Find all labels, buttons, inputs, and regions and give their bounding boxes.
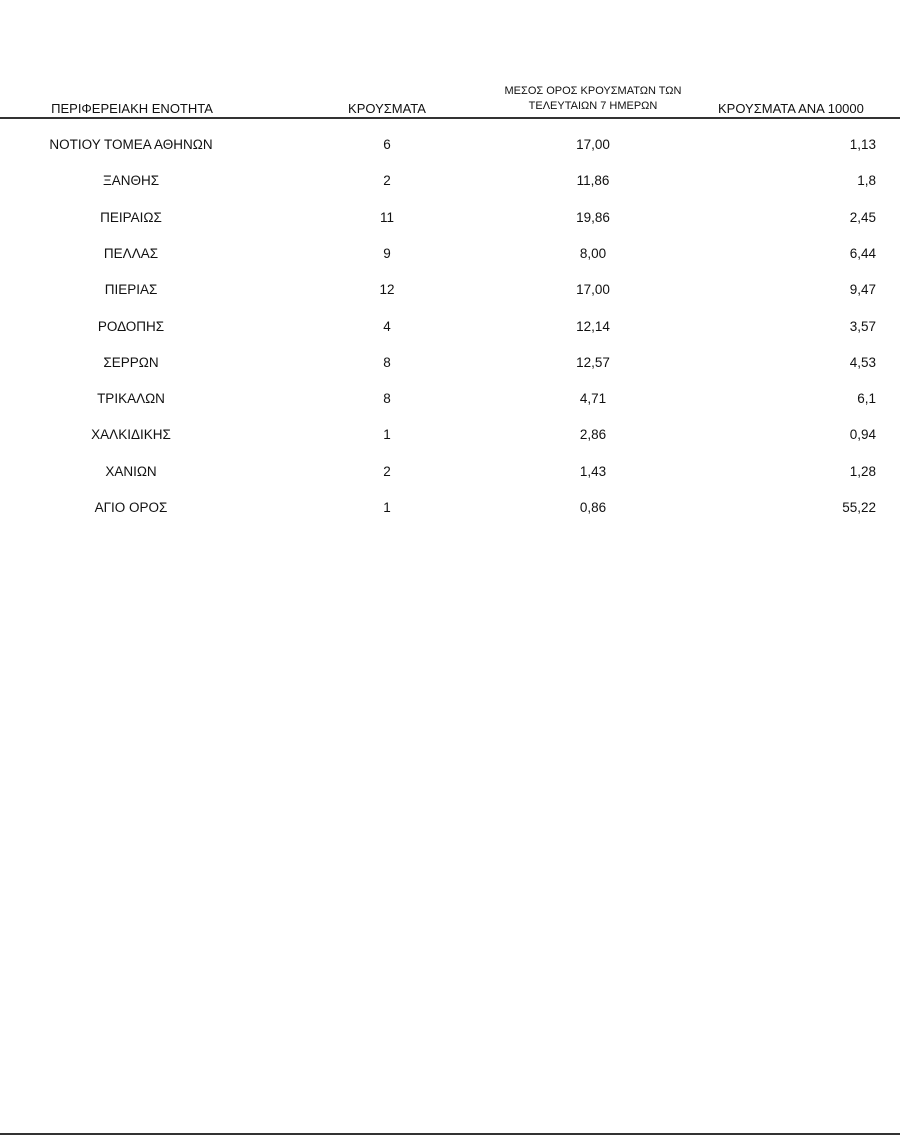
cell-avg: 12,14 bbox=[576, 318, 610, 334]
cell-cases: 11 bbox=[379, 209, 395, 225]
cell-avg: 2,86 bbox=[579, 427, 607, 443]
cell-per10000: 55,22 bbox=[842, 500, 876, 515]
cell-avg: 17,00 bbox=[576, 282, 610, 298]
cell-cases: 4 bbox=[383, 318, 391, 334]
cell-region: ΠΕΙΡΑΙΩΣ bbox=[100, 209, 162, 225]
cell-cases: 1 bbox=[383, 427, 391, 443]
header-per-10000: ΚΡΟΥΣΜΑΤΑ ΑΝΑ 10000 bbox=[718, 101, 864, 116]
cell-cases: 2 bbox=[383, 173, 391, 189]
cell-avg: 17,00 bbox=[576, 137, 610, 152]
cell-per10000: 1,28 bbox=[849, 463, 876, 479]
table-row: ΠΙΕΡΙΑΣ 12 17,00 9,47 bbox=[0, 282, 900, 302]
cell-avg: 11,86 bbox=[576, 173, 610, 189]
cell-cases: 12 bbox=[379, 282, 395, 298]
cell-per10000: 6,44 bbox=[849, 245, 876, 261]
table-row: ΞΑΝΘΗΣ 2 11,86 1,8 bbox=[0, 173, 900, 193]
cell-per10000: 2,45 bbox=[849, 209, 876, 225]
cell-per10000: 4,53 bbox=[849, 354, 876, 370]
table-row: ΑΓΙΟ ΟΡΟΣ 1 0,86 55,22 bbox=[0, 500, 900, 520]
cell-cases: 6 bbox=[383, 137, 391, 152]
cell-region: ΞΑΝΘΗΣ bbox=[102, 173, 160, 189]
header-divider bbox=[0, 117, 900, 119]
header-region: ΠΕΡΙΦΕΡΕΙΑΚΗ ΕΝΟΤΗΤΑ bbox=[51, 101, 213, 116]
cell-region: ΠΕΛΛΑΣ bbox=[103, 245, 159, 261]
cell-per10000: 9,47 bbox=[849, 282, 876, 298]
cell-cases: 2 bbox=[383, 463, 391, 479]
footer-divider bbox=[0, 1133, 900, 1135]
cell-avg: 8,00 bbox=[579, 245, 607, 261]
cell-per10000: 1,8 bbox=[857, 173, 876, 189]
table-row: ΧΑΛΚΙΔΙΚΗΣ 1 2,86 0,94 bbox=[0, 427, 900, 447]
cell-per10000: 3,57 bbox=[849, 318, 876, 334]
cell-cases: 9 bbox=[383, 245, 391, 261]
cell-region: ΠΙΕΡΙΑΣ bbox=[104, 282, 158, 298]
cell-avg: 12,57 bbox=[576, 354, 610, 370]
table-row: ΝΟΤΙΟΥ ΤΟΜΕΑ ΑΘΗΝΩΝ 6 17,00 1,13 bbox=[0, 137, 900, 157]
cell-cases: 8 bbox=[383, 391, 391, 407]
cell-region: ΤΡΙΚΑΛΩΝ bbox=[97, 391, 165, 407]
table-row: ΧΑΝΙΩΝ 2 1,43 1,28 bbox=[0, 464, 900, 484]
cell-region: ΧΑΝΙΩΝ bbox=[105, 463, 157, 479]
cell-region: ΝΟΤΙΟΥ ΤΟΜΕΑ ΑΘΗΝΩΝ bbox=[49, 137, 213, 152]
header-avg-line2: ΤΕΛΕΥΤΑΙΩΝ 7 ΗΜΕΡΩΝ bbox=[528, 100, 658, 112]
table-row: ΤΡΙΚΑΛΩΝ 8 4,71 6,1 bbox=[0, 391, 900, 411]
cell-avg: 0,86 bbox=[579, 500, 607, 515]
header-avg-7-days: ΜΕΣΟΣ ΟΡΟΣ ΚΡΟΥΣΜΑΤΩΝ ΤΩΝ ΤΕΛΕΥΤΑΙΩΝ 7 Η… bbox=[505, 84, 682, 114]
cell-per10000: 6,1 bbox=[857, 391, 876, 407]
header-cases: ΚΡΟΥΣΜΑΤΑ bbox=[348, 101, 426, 116]
cell-avg: 4,71 bbox=[579, 391, 607, 407]
header-avg-line1: ΜΕΣΟΣ ΟΡΟΣ ΚΡΟΥΣΜΑΤΩΝ ΤΩΝ bbox=[504, 85, 682, 97]
cell-cases: 1 bbox=[383, 500, 391, 515]
cell-avg: 1,43 bbox=[579, 463, 607, 479]
table-row: ΣΕΡΡΩΝ 8 12,57 4,53 bbox=[0, 355, 900, 375]
table-row: ΠΕΛΛΑΣ 9 8,00 6,44 bbox=[0, 246, 900, 266]
cell-region: ΧΑΛΚΙΔΙΚΗΣ bbox=[91, 427, 171, 443]
cell-per10000: 0,94 bbox=[849, 427, 876, 443]
cell-per10000: 1,13 bbox=[849, 137, 876, 152]
cell-avg: 19,86 bbox=[576, 209, 610, 225]
table-row: ΡΟΔΟΠΗΣ 4 12,14 3,57 bbox=[0, 319, 900, 339]
cell-region: ΣΕΡΡΩΝ bbox=[103, 354, 159, 370]
table-row: ΠΕΙΡΑΙΩΣ 11 19,86 2,45 bbox=[0, 210, 900, 230]
cell-region: ΡΟΔΟΠΗΣ bbox=[97, 318, 165, 334]
cell-cases: 8 bbox=[383, 354, 391, 370]
cell-region: ΑΓΙΟ ΟΡΟΣ bbox=[94, 500, 168, 515]
